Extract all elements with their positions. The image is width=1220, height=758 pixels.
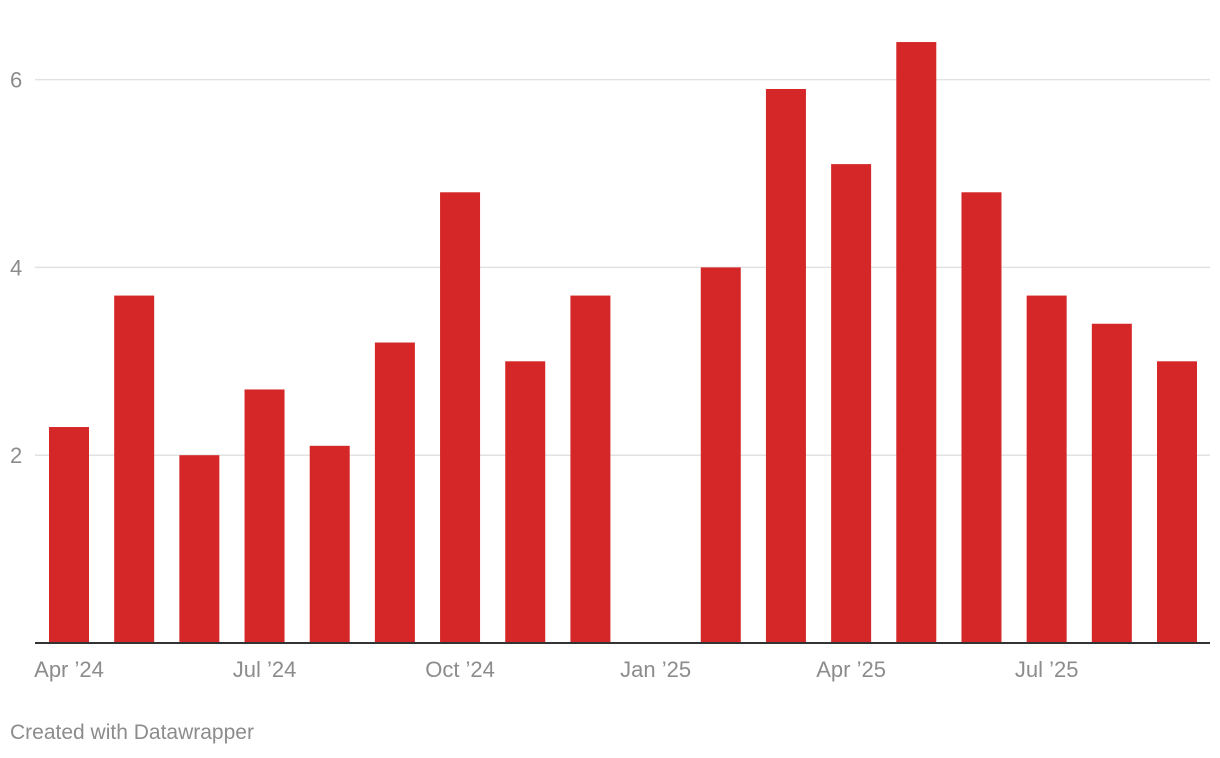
x-tick-label: Apr ’25 bbox=[816, 657, 886, 682]
y-tick-label: 4 bbox=[10, 255, 22, 280]
x-tick-label: Oct ’24 bbox=[425, 657, 495, 682]
bar-jul-25 bbox=[1026, 295, 1067, 643]
x-tick-label: Jan ’25 bbox=[620, 657, 691, 682]
bar-dec-24 bbox=[570, 295, 611, 643]
y-tick-label: 6 bbox=[10, 68, 22, 93]
x-tick-label: Jul ’25 bbox=[1015, 657, 1079, 682]
bar-sep-24 bbox=[374, 342, 415, 643]
y-axis-ticks: 2 4 6 bbox=[10, 68, 22, 469]
bar-mar-25 bbox=[765, 88, 806, 644]
bar-apr-24 bbox=[49, 427, 89, 643]
bar-jun-25 bbox=[961, 192, 1002, 643]
x-axis-ticks: Apr ’24 Jul ’24 Oct ’24 Jan ’25 Apr ’25 Jul ’… bbox=[34, 657, 1078, 682]
bar-aug-24 bbox=[309, 445, 350, 643]
bar-feb-25 bbox=[700, 267, 741, 643]
footer-credit: Created with Datawrapper bbox=[10, 721, 254, 744]
y-tick-label: 2 bbox=[10, 443, 22, 468]
x-tick-label: Apr ’24 bbox=[34, 657, 104, 682]
bar-aug-25 bbox=[1091, 323, 1132, 643]
bar-apr-25 bbox=[831, 164, 872, 644]
gridlines bbox=[35, 78, 1210, 456]
bar-may-25 bbox=[896, 42, 937, 644]
bar-nov-24 bbox=[505, 361, 546, 643]
bar-jul-24 bbox=[244, 389, 285, 643]
bar-chart: 2 4 6 Apr ’24 Jul ’24 Oct ’24 Jan ’25 Apr ’25 J… bbox=[10, 42, 1210, 682]
x-tick-label: Jul ’24 bbox=[233, 657, 297, 682]
bar-series bbox=[49, 42, 1197, 644]
bar-jun-24 bbox=[179, 455, 220, 643]
bar-oct-24 bbox=[440, 192, 481, 643]
bar-may-24 bbox=[114, 295, 155, 643]
bar-sep-25 bbox=[1157, 361, 1197, 643]
